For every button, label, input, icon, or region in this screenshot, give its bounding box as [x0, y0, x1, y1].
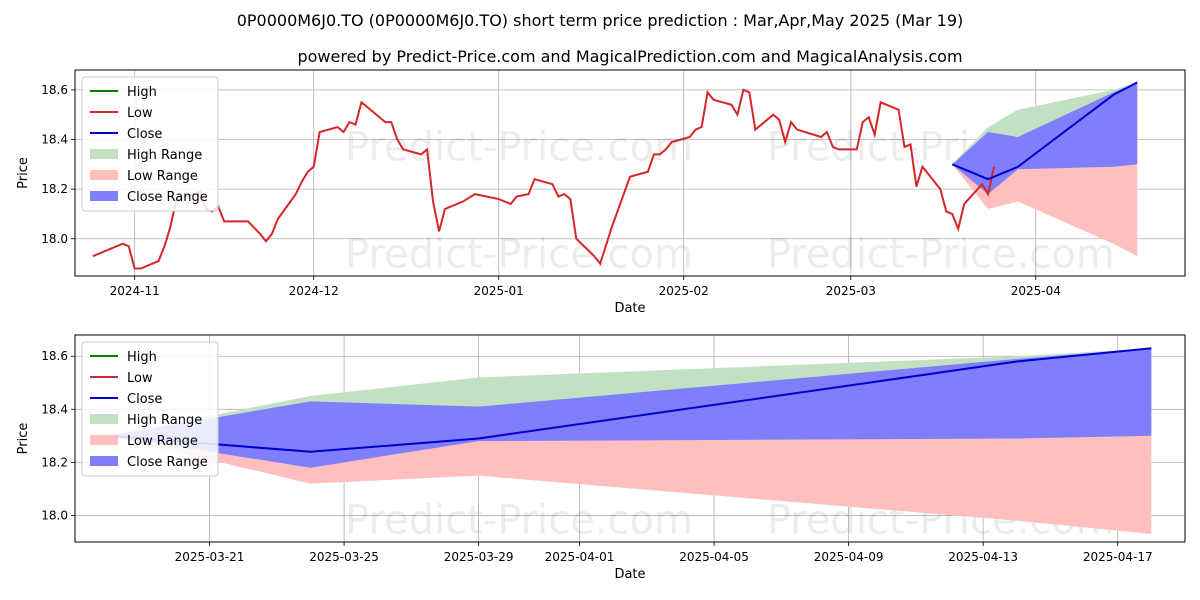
x-tick-label: 2024-11 [110, 284, 160, 298]
x-tick-label: 2025-04-13 [948, 550, 1018, 564]
legend-label: Low Range [127, 434, 198, 449]
x-tick-label: 2025-03-21 [175, 550, 245, 564]
legend-swatch [90, 435, 118, 445]
x-tick-label: 2025-03-29 [444, 550, 514, 564]
y-axis-label: Price [16, 157, 31, 189]
x-tick-label: 2025-03 [826, 284, 876, 298]
legend-label: High Range [127, 148, 202, 163]
low-range-area [952, 164, 1138, 257]
legend-swatch [90, 191, 118, 201]
low-price-line [92, 88, 996, 270]
x-tick-label: 2025-04 [1011, 284, 1061, 298]
x-tick-label: 2025-02 [659, 284, 709, 298]
close-prediction-line [108, 347, 1152, 453]
x-axis-label: Date [614, 567, 645, 582]
watermark-text: Predict-Price.com [345, 231, 693, 277]
y-tick-label: 18.2 [41, 455, 68, 469]
close-prediction-line [951, 81, 1138, 181]
legend-label: Low [127, 371, 153, 386]
legend-label: High Range [127, 413, 202, 428]
x-tick-label: 2025-04-05 [679, 550, 749, 564]
legend-label: Low Range [127, 169, 198, 184]
y-tick-label: 18.6 [41, 349, 68, 363]
y-tick-label: 18.0 [41, 508, 68, 522]
legend-label: Close Range [127, 455, 208, 470]
y-tick-label: 18.6 [41, 83, 68, 97]
x-tick-label: 2024-12 [289, 284, 339, 298]
top-panel: 2024-11 2024-12 2025-01 2025-02 2025-03 2025-… [16, 69, 1186, 316]
legend-label: Low [127, 106, 153, 121]
chart-title: 0P0000M6J0.TO (0P0000M6J0.TO) short term… [237, 11, 964, 30]
legend-label: Close [127, 392, 162, 407]
watermark-text: Predict-Price.com [767, 231, 1115, 277]
x-tick-label: 2025-03-25 [309, 550, 379, 564]
legend-label: High [127, 350, 157, 365]
x-tick-label: 2025-04-09 [814, 550, 884, 564]
x-tick-label: 2025-04-01 [545, 550, 615, 564]
y-tick-label: 18.4 [41, 402, 68, 416]
y-tick-label: 18.0 [41, 232, 68, 246]
x-axis-label: Date [614, 301, 645, 316]
close-range-area [108, 348, 1152, 468]
bottom-panel: 2025-03-21 2025-03-25 2025-03-29 2025-04-01… [16, 334, 1186, 582]
x-tick-label: 2025-04-17 [1083, 550, 1153, 564]
legend-swatch [90, 149, 118, 159]
low-range-area [108, 435, 1152, 535]
legend-label: Close [127, 127, 162, 142]
y-tick-label: 18.4 [41, 132, 68, 146]
legend-swatch [90, 414, 118, 424]
x-tick-label: 2025-01 [474, 284, 524, 298]
axes-frame [74, 69, 1186, 277]
legend-swatch [90, 170, 118, 180]
legend-swatch [90, 456, 118, 466]
chart-subtitle: powered by Predict-Price.com and Magical… [297, 47, 962, 66]
y-axis-label: Price [16, 423, 31, 455]
y-tick-label: 18.2 [41, 182, 68, 196]
close-range-area [952, 82, 1138, 195]
watermark-text: Predict-Price.com [345, 497, 693, 543]
watermark-text: Predict-Price.com [345, 124, 693, 170]
axes-frame [74, 334, 1186, 543]
legend-label: High [127, 85, 157, 100]
legend-label: Close Range [127, 190, 208, 205]
